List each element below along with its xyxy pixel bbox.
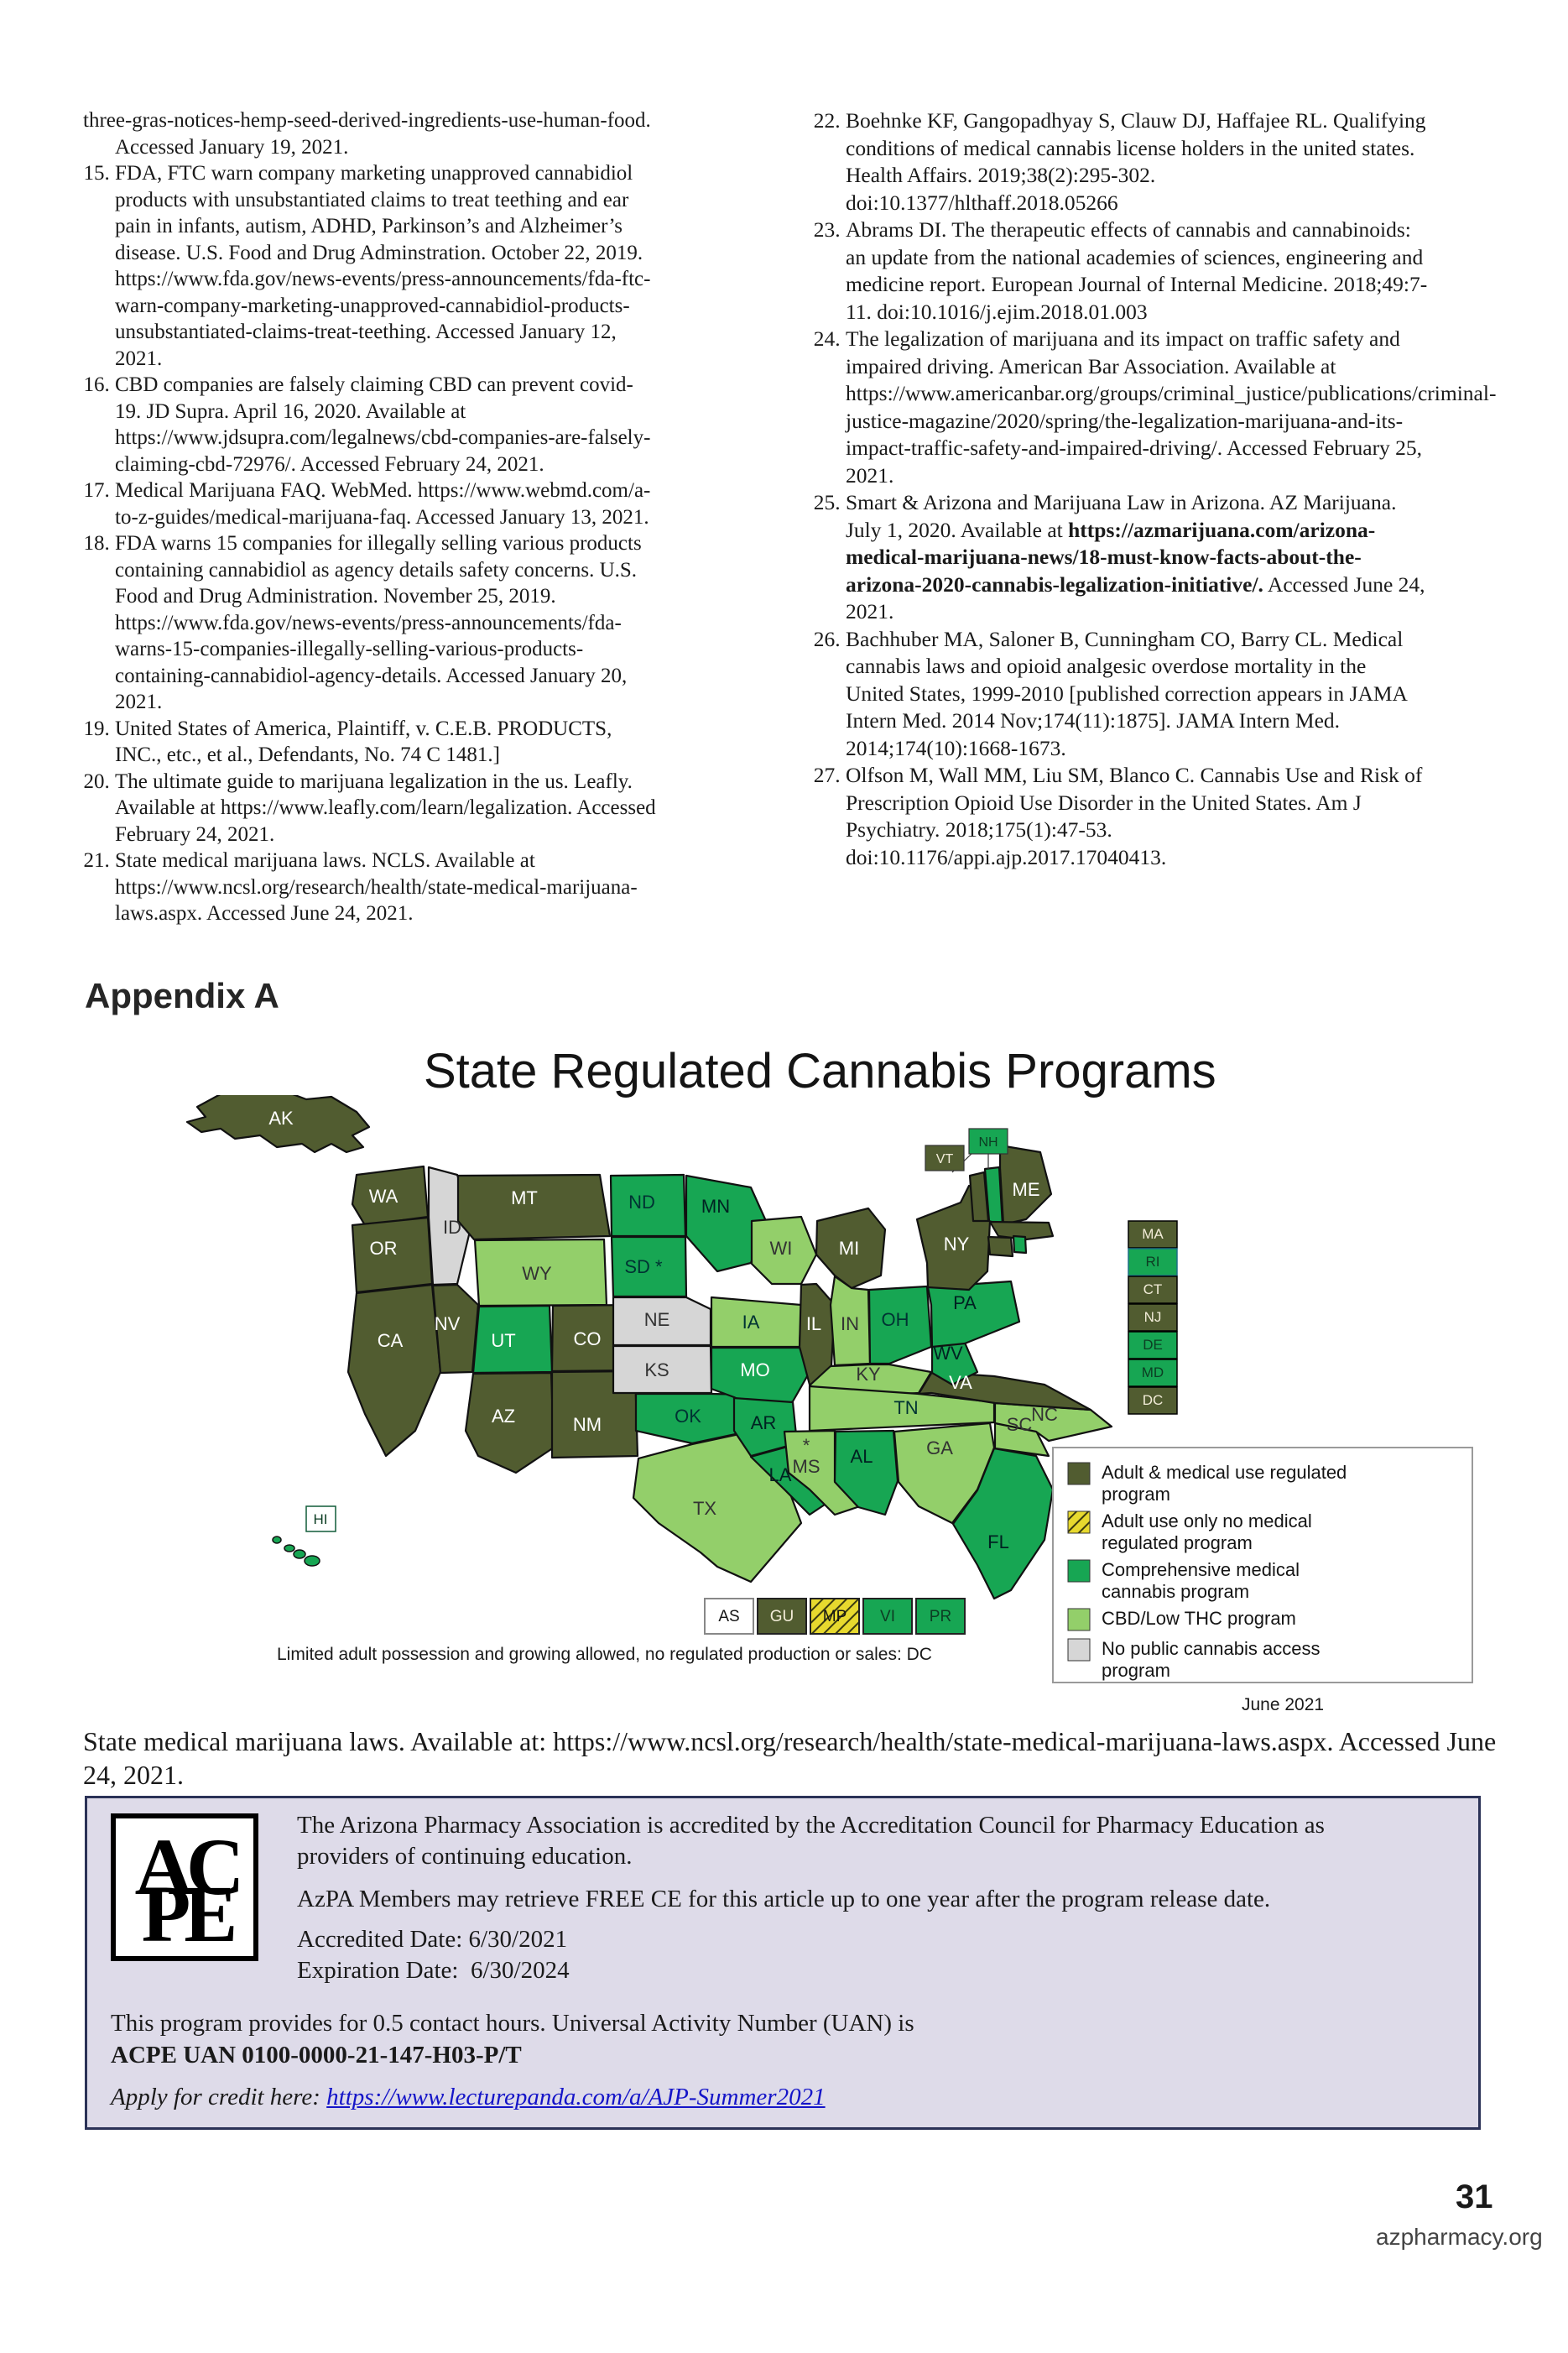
svg-text:NE: NE bbox=[644, 1309, 670, 1330]
svg-text:CBD/Low THC program: CBD/Low THC program bbox=[1102, 1608, 1296, 1629]
svg-text:WV: WV bbox=[933, 1343, 963, 1364]
svg-text:ID: ID bbox=[443, 1217, 461, 1238]
svg-text:NV: NV bbox=[435, 1313, 461, 1334]
svg-text:MT: MT bbox=[511, 1187, 538, 1208]
svg-text:NM: NM bbox=[573, 1414, 602, 1435]
svg-text:RI: RI bbox=[1146, 1254, 1160, 1270]
svg-text:TN: TN bbox=[893, 1397, 918, 1418]
svg-text:GA: GA bbox=[926, 1437, 953, 1458]
svg-text:PE: PE bbox=[142, 1869, 235, 1959]
svg-text:NH: NH bbox=[978, 1135, 998, 1150]
svg-text:regulated program: regulated program bbox=[1102, 1532, 1253, 1553]
svg-text:KS: KS bbox=[644, 1359, 669, 1380]
svg-text:HI: HI bbox=[314, 1511, 328, 1527]
svg-text:IA: IA bbox=[742, 1312, 760, 1333]
svg-text:MP: MP bbox=[823, 1608, 847, 1625]
svg-text:Adult use only no medical: Adult use only no medical bbox=[1102, 1510, 1312, 1531]
svg-text:SD *: SD * bbox=[624, 1256, 663, 1277]
svg-text:AS: AS bbox=[718, 1608, 739, 1625]
svg-text:Comprehensive medical: Comprehensive medical bbox=[1102, 1559, 1300, 1580]
svg-text:AL: AL bbox=[851, 1446, 873, 1467]
svg-text:VT: VT bbox=[936, 1152, 954, 1166]
svg-text:NY: NY bbox=[944, 1234, 970, 1255]
svg-text:TX: TX bbox=[693, 1498, 716, 1519]
svg-text:MD: MD bbox=[1142, 1364, 1164, 1380]
svg-text:VI: VI bbox=[880, 1608, 895, 1625]
svg-text:CA: CA bbox=[378, 1330, 404, 1351]
svg-text:LA: LA bbox=[769, 1464, 792, 1485]
svg-text:DE: DE bbox=[1143, 1337, 1163, 1353]
svg-text:program: program bbox=[1102, 1660, 1170, 1681]
svg-text:VA: VA bbox=[949, 1372, 972, 1393]
svg-text:PA: PA bbox=[953, 1292, 977, 1313]
svg-text:WA: WA bbox=[369, 1186, 399, 1207]
svg-text:AK: AK bbox=[268, 1108, 294, 1129]
svg-text:WY: WY bbox=[522, 1263, 552, 1284]
svg-text:DC: DC bbox=[1143, 1392, 1164, 1408]
svg-text:CO: CO bbox=[574, 1328, 602, 1349]
svg-text:CT: CT bbox=[1143, 1281, 1163, 1297]
svg-text:Adult & medical use regulated: Adult & medical use regulated bbox=[1102, 1462, 1347, 1483]
svg-text:IN: IN bbox=[841, 1313, 859, 1334]
svg-text:MS: MS bbox=[793, 1456, 820, 1477]
svg-text:MN: MN bbox=[701, 1196, 730, 1217]
svg-text:NJ: NJ bbox=[1144, 1309, 1162, 1325]
svg-text:SC: SC bbox=[1007, 1414, 1033, 1435]
svg-text:GU: GU bbox=[770, 1608, 794, 1625]
svg-text:OH: OH bbox=[882, 1309, 909, 1330]
svg-text:MA: MA bbox=[1142, 1226, 1164, 1242]
svg-text:AR: AR bbox=[751, 1412, 777, 1433]
svg-text:MI: MI bbox=[839, 1238, 859, 1259]
svg-text:FL: FL bbox=[987, 1531, 1009, 1552]
svg-text:WI: WI bbox=[770, 1238, 793, 1259]
svg-text:MO: MO bbox=[740, 1359, 769, 1380]
svg-text:UT: UT bbox=[491, 1330, 515, 1351]
svg-text:OR: OR bbox=[370, 1238, 398, 1259]
svg-text:program: program bbox=[1102, 1484, 1170, 1505]
svg-text:cannabis program: cannabis program bbox=[1102, 1581, 1249, 1602]
svg-text:ME: ME bbox=[1013, 1179, 1040, 1200]
svg-text:No public cannabis access: No public cannabis access bbox=[1102, 1638, 1320, 1659]
svg-text:PR: PR bbox=[930, 1608, 951, 1625]
svg-text:ND: ND bbox=[628, 1192, 655, 1213]
svg-text:KY: KY bbox=[856, 1364, 881, 1385]
svg-text:AZ: AZ bbox=[492, 1406, 515, 1427]
svg-text:OK: OK bbox=[675, 1406, 701, 1427]
svg-text:IL: IL bbox=[806, 1313, 821, 1334]
svg-text:NC: NC bbox=[1031, 1404, 1058, 1425]
svg-text:*: * bbox=[803, 1435, 810, 1456]
